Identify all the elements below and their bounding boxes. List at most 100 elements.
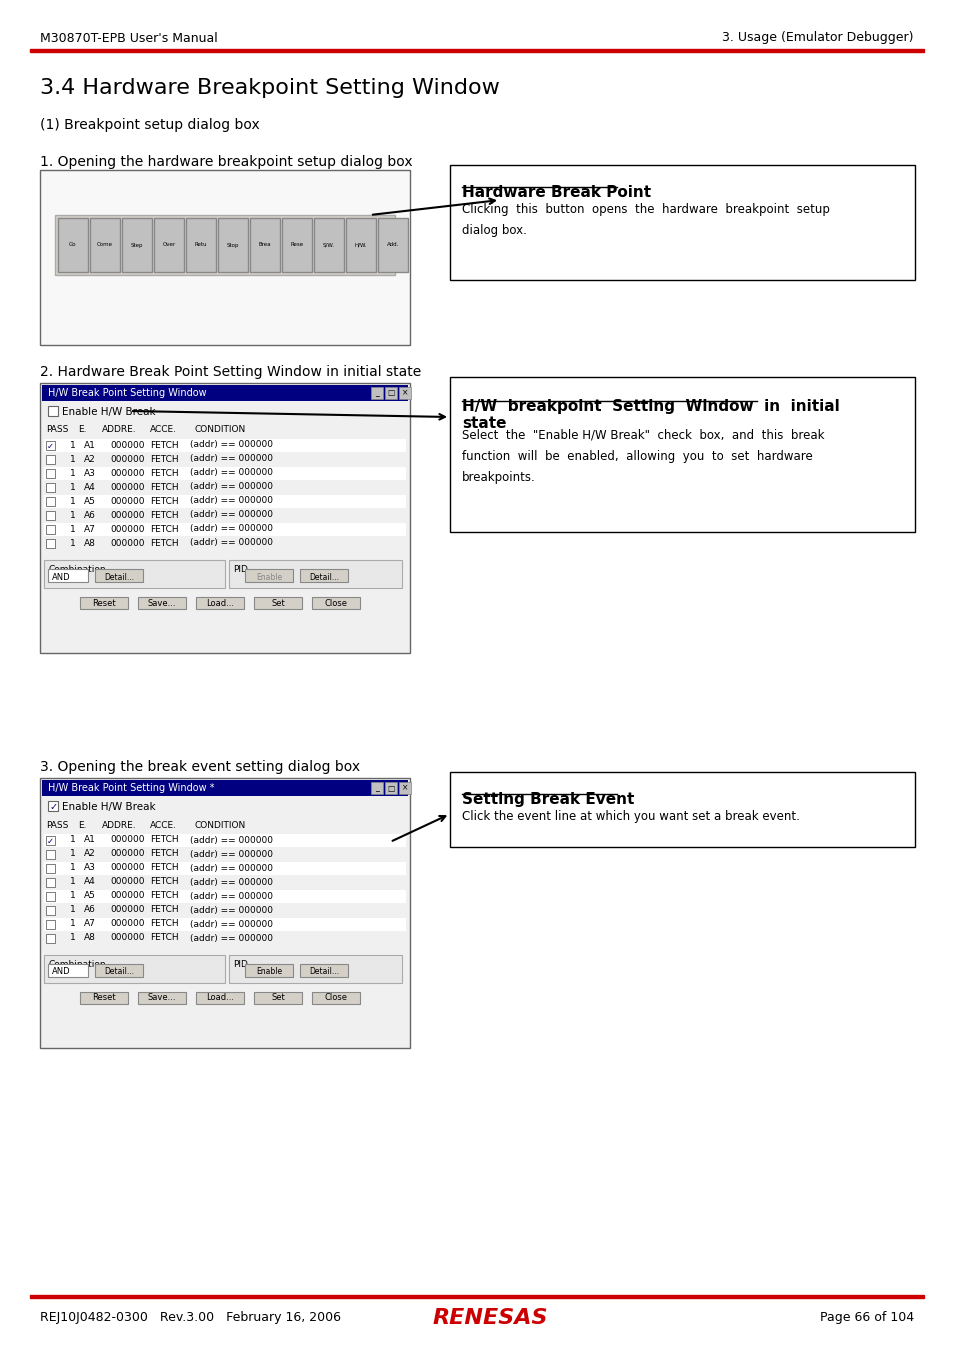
Text: FETCH: FETCH xyxy=(150,482,178,491)
Text: RENESAS: RENESAS xyxy=(432,1308,547,1328)
Text: 1: 1 xyxy=(70,878,75,887)
Text: 000000: 000000 xyxy=(110,836,144,845)
Text: Reset: Reset xyxy=(92,598,115,608)
Text: Save...: Save... xyxy=(148,994,176,1003)
Bar xyxy=(46,864,55,873)
Text: ACCE.: ACCE. xyxy=(150,821,177,829)
Bar xyxy=(30,1295,923,1297)
Text: A3: A3 xyxy=(84,468,95,478)
Text: Detail...: Detail... xyxy=(309,572,338,582)
Text: 000000: 000000 xyxy=(110,933,144,942)
Text: 000000: 000000 xyxy=(110,497,144,505)
Text: ACCE.: ACCE. xyxy=(150,425,177,435)
Bar xyxy=(299,964,348,977)
Text: FETCH: FETCH xyxy=(150,440,178,450)
Bar xyxy=(450,772,914,846)
Text: CONDITION: CONDITION xyxy=(194,821,246,829)
Text: (addr) == 000000: (addr) == 000000 xyxy=(190,468,273,478)
Bar xyxy=(138,597,186,609)
Text: ADDRE.: ADDRE. xyxy=(102,821,136,829)
Text: (addr) == 000000: (addr) == 000000 xyxy=(190,878,273,887)
Text: (addr) == 000000: (addr) == 000000 xyxy=(190,440,273,450)
Bar xyxy=(44,931,406,945)
Text: Set: Set xyxy=(271,994,285,1003)
Text: Retu: Retu xyxy=(194,243,207,247)
Bar xyxy=(398,387,411,400)
Bar xyxy=(42,385,408,401)
Text: 000000: 000000 xyxy=(110,906,144,914)
Bar xyxy=(80,597,128,609)
Text: FETCH: FETCH xyxy=(150,933,178,942)
Text: Enable: Enable xyxy=(255,572,282,582)
Text: H/W  breakpoint  Setting  Window  in  initial
state: H/W breakpoint Setting Window in initial… xyxy=(461,400,839,432)
Text: E.: E. xyxy=(78,821,87,829)
Text: A2: A2 xyxy=(84,455,95,463)
Bar xyxy=(245,568,293,582)
Text: Over: Over xyxy=(162,243,175,247)
Text: Enable H/W Break: Enable H/W Break xyxy=(62,802,155,811)
Text: CONDITION: CONDITION xyxy=(194,425,246,435)
Bar xyxy=(46,483,55,491)
Bar xyxy=(48,801,58,811)
Text: 1: 1 xyxy=(70,440,75,450)
Text: (addr) == 000000: (addr) == 000000 xyxy=(190,539,273,548)
Text: 000000: 000000 xyxy=(110,878,144,887)
Text: (addr) == 000000: (addr) == 000000 xyxy=(190,510,273,520)
Text: 1: 1 xyxy=(70,836,75,845)
Text: ×: × xyxy=(401,783,408,792)
Bar xyxy=(250,217,280,271)
Text: (addr) == 000000: (addr) == 000000 xyxy=(190,525,273,533)
Bar xyxy=(40,778,410,1048)
Text: 3.4 Hardware Breakpoint Setting Window: 3.4 Hardware Breakpoint Setting Window xyxy=(40,78,499,99)
Text: A3: A3 xyxy=(84,864,95,872)
Text: 1: 1 xyxy=(70,525,75,533)
Text: FETCH: FETCH xyxy=(150,510,178,520)
Bar xyxy=(371,782,382,794)
Text: □: □ xyxy=(387,389,395,397)
Bar xyxy=(30,49,923,53)
Bar xyxy=(44,954,225,983)
Bar xyxy=(46,934,55,944)
Bar xyxy=(44,481,406,494)
Text: Enable H/W Break: Enable H/W Break xyxy=(62,406,155,417)
Text: 3. Opening the break event setting dialog box: 3. Opening the break event setting dialo… xyxy=(40,760,359,774)
Text: Detail...: Detail... xyxy=(309,968,338,976)
Text: 000000: 000000 xyxy=(110,468,144,478)
Text: 1: 1 xyxy=(70,510,75,520)
Text: (addr) == 000000: (addr) == 000000 xyxy=(190,497,273,505)
Bar xyxy=(44,454,406,466)
Bar xyxy=(253,992,302,1004)
Text: FETCH: FETCH xyxy=(150,891,178,900)
Bar xyxy=(46,919,55,929)
Bar xyxy=(46,850,55,859)
Text: PID: PID xyxy=(233,960,248,969)
Text: M30870T-EPB User's Manual: M30870T-EPB User's Manual xyxy=(40,31,217,45)
Text: Combination: Combination xyxy=(48,960,106,969)
Text: ADDRE.: ADDRE. xyxy=(102,425,136,435)
Text: E.: E. xyxy=(78,425,87,435)
Bar xyxy=(80,992,128,1004)
Text: 1: 1 xyxy=(70,468,75,478)
Bar xyxy=(314,217,344,271)
Text: A1: A1 xyxy=(84,836,95,845)
Bar xyxy=(138,992,186,1004)
Text: Combination: Combination xyxy=(48,566,106,574)
Text: Detail...: Detail... xyxy=(104,572,133,582)
Text: 1: 1 xyxy=(70,455,75,463)
Bar xyxy=(44,509,406,522)
Bar xyxy=(40,383,410,653)
Text: 000000: 000000 xyxy=(110,455,144,463)
Text: Close: Close xyxy=(324,598,347,608)
Text: FETCH: FETCH xyxy=(150,878,178,887)
Bar xyxy=(282,217,312,271)
Text: 1: 1 xyxy=(70,864,75,872)
Text: Save...: Save... xyxy=(148,598,176,608)
Text: Reset: Reset xyxy=(92,994,115,1003)
Bar xyxy=(44,834,406,846)
Text: ✓: ✓ xyxy=(47,837,54,845)
Text: ✓: ✓ xyxy=(50,802,58,811)
Bar xyxy=(46,512,55,520)
Text: A4: A4 xyxy=(84,482,95,491)
Text: (addr) == 000000: (addr) == 000000 xyxy=(190,482,273,491)
Text: A8: A8 xyxy=(84,933,95,942)
